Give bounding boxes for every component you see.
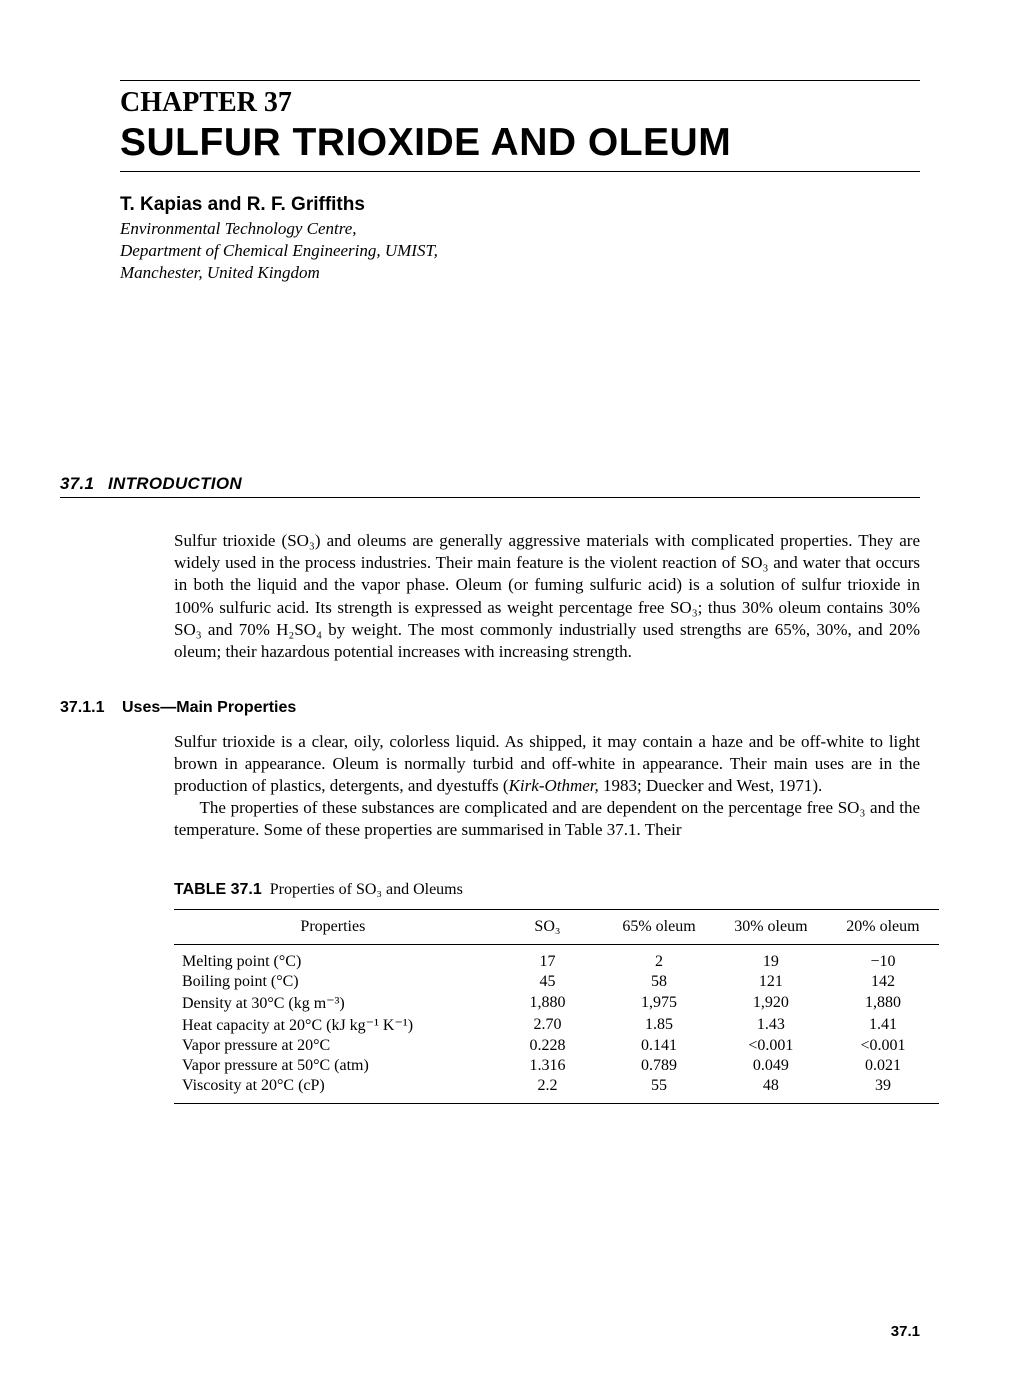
cell-val: 19 xyxy=(715,945,827,973)
affiliation-line-2: Department of Chemical Engineering, UMIS… xyxy=(120,241,438,260)
table-header-row: Properties SO₃ 65% oleum 30% oleum 20% o… xyxy=(174,910,939,945)
cell-val: 1,920 xyxy=(715,992,827,1014)
authors: T. Kapias and R. F. Griffiths xyxy=(120,194,920,216)
section-title: INTRODUCTION xyxy=(108,474,242,493)
section-heading: 37.1INTRODUCTION xyxy=(60,474,920,494)
cell-val: 2 xyxy=(603,945,715,973)
cell-val: 0.049 xyxy=(715,1056,827,1076)
cell-val: 1,880 xyxy=(827,992,939,1014)
cell-val: 1,975 xyxy=(603,992,715,1014)
affiliation: Environmental Technology Centre, Departm… xyxy=(120,218,920,284)
section-rule xyxy=(60,497,920,498)
col-header-30: 30% oleum xyxy=(715,910,827,945)
table-caption: TABLE 37.1 Properties of SO₃ and Oleums xyxy=(174,881,920,899)
table-row: Vapor pressure at 50°C (atm) 1.316 0.789… xyxy=(174,1056,939,1076)
cell-val: 55 xyxy=(603,1076,715,1104)
para1-post: 1983; Duecker and West, 1971). xyxy=(599,776,823,795)
cell-val: 1,880 xyxy=(492,992,603,1014)
cell-val: 0.789 xyxy=(603,1056,715,1076)
cell-val: 142 xyxy=(827,972,939,992)
table-row: Density at 30°C (kg m⁻³) 1,880 1,975 1,9… xyxy=(174,992,939,1014)
top-rule xyxy=(120,80,920,81)
page: CHAPTER 37 SULFUR TRIOXIDE AND OLEUM T. … xyxy=(0,0,1020,1382)
cell-val: 45 xyxy=(492,972,603,992)
col-header-properties: Properties xyxy=(174,910,492,945)
table-row: Vapor pressure at 20°C 0.228 0.141 <0.00… xyxy=(174,1036,939,1056)
chapter-label: CHAPTER 37 xyxy=(120,87,920,119)
cell-prop: Heat capacity at 20°C (kJ kg⁻¹ K⁻¹) xyxy=(174,1014,492,1036)
cell-val: 1.85 xyxy=(603,1014,715,1036)
col-header-20: 20% oleum xyxy=(827,910,939,945)
cell-val: 0.021 xyxy=(827,1056,939,1076)
subsection-title: Uses—Main Properties xyxy=(122,699,296,716)
table-row: Viscosity at 20°C (cP) 2.2 55 48 39 xyxy=(174,1076,939,1104)
cell-val: 39 xyxy=(827,1076,939,1104)
cell-val: 1.43 xyxy=(715,1014,827,1036)
para1-citation: Kirk-Othmer, xyxy=(509,776,599,795)
intro-paragraph: Sulfur trioxide (SO₃) and oleums are gen… xyxy=(174,530,920,663)
col-header-so3: SO₃ xyxy=(492,910,603,945)
title-bottom-rule xyxy=(120,171,920,172)
subsection-para-1: Sulfur trioxide is a clear, oily, colorl… xyxy=(174,731,920,797)
affiliation-line-1: Environmental Technology Centre, xyxy=(120,219,357,238)
table-row: Boiling point (°C) 45 58 121 142 xyxy=(174,972,939,992)
cell-val: 0.228 xyxy=(492,1036,603,1056)
properties-table: Properties SO₃ 65% oleum 30% oleum 20% o… xyxy=(174,909,939,1104)
subsection-body: Sulfur trioxide is a clear, oily, colorl… xyxy=(174,731,920,841)
cell-prop: Viscosity at 20°C (cP) xyxy=(174,1076,492,1104)
page-number: 37.1 xyxy=(891,1323,920,1340)
subsection-heading: 37.1.1Uses—Main Properties xyxy=(60,699,920,717)
cell-val: 0.141 xyxy=(603,1036,715,1056)
cell-prop: Vapor pressure at 50°C (atm) xyxy=(174,1056,492,1076)
cell-val: 48 xyxy=(715,1076,827,1104)
subsection-number: 37.1.1 xyxy=(60,699,122,717)
table-row: Melting point (°C) 17 2 19 −10 xyxy=(174,945,939,973)
cell-val: 121 xyxy=(715,972,827,992)
cell-prop: Density at 30°C (kg m⁻³) xyxy=(174,992,492,1014)
cell-prop: Melting point (°C) xyxy=(174,945,492,973)
col-header-65: 65% oleum xyxy=(603,910,715,945)
cell-val: 1.316 xyxy=(492,1056,603,1076)
cell-prop: Boiling point (°C) xyxy=(174,972,492,992)
cell-val: 2.2 xyxy=(492,1076,603,1104)
subsection-para-2: The properties of these substances are c… xyxy=(174,797,920,841)
cell-val: 58 xyxy=(603,972,715,992)
cell-val: 17 xyxy=(492,945,603,973)
intro-paragraph-block: Sulfur trioxide (SO₃) and oleums are gen… xyxy=(174,530,920,663)
table-caption-text: Properties of SO₃ and Oleums xyxy=(270,881,463,898)
section-number: 37.1 xyxy=(60,474,108,494)
table-row: Heat capacity at 20°C (kJ kg⁻¹ K⁻¹) 2.70… xyxy=(174,1014,939,1036)
affiliation-line-3: Manchester, United Kingdom xyxy=(120,263,320,282)
cell-prop: Vapor pressure at 20°C xyxy=(174,1036,492,1056)
table-caption-label: TABLE 37.1 xyxy=(174,881,262,898)
chapter-title: SULFUR TRIOXIDE AND OLEUM xyxy=(120,121,920,165)
cell-val: 2.70 xyxy=(492,1014,603,1036)
cell-val: −10 xyxy=(827,945,939,973)
cell-val: <0.001 xyxy=(827,1036,939,1056)
cell-val: 1.41 xyxy=(827,1014,939,1036)
cell-val: <0.001 xyxy=(715,1036,827,1056)
